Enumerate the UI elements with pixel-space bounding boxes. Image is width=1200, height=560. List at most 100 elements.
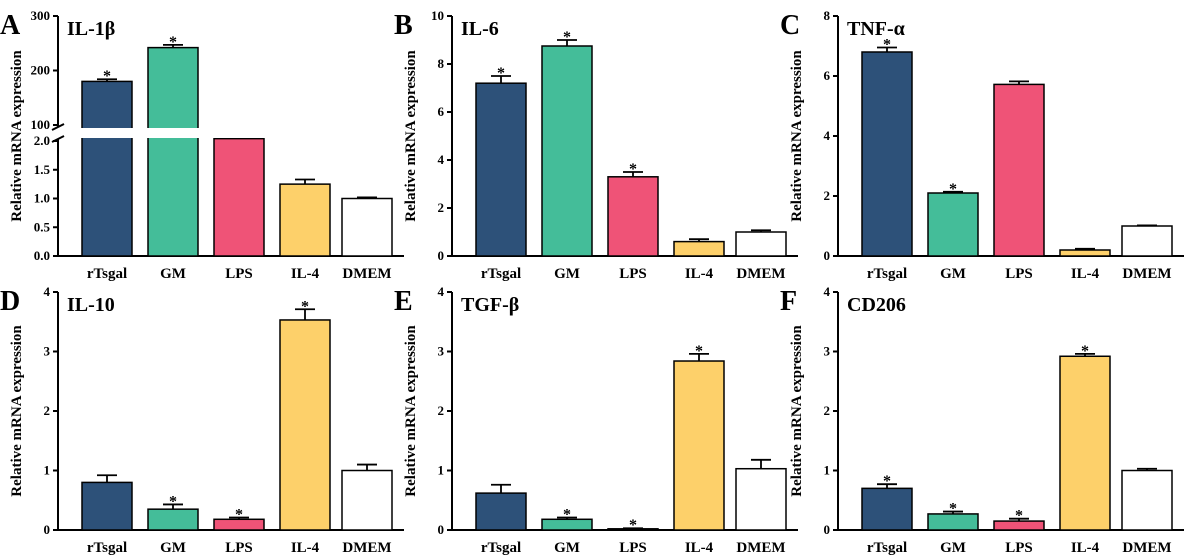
panel-letter: D	[0, 286, 20, 317]
y-tick-label: 2	[438, 200, 445, 215]
y-tick-label: 10	[431, 8, 444, 23]
y-tick-label: 2.0	[34, 133, 50, 148]
significance-marker: *	[1081, 343, 1089, 360]
x-tick-label: rTsgal	[87, 266, 127, 282]
x-tick-label: DMEM	[1122, 540, 1171, 556]
axis-break-mark	[51, 123, 65, 131]
y-tick-label: 4	[44, 284, 51, 299]
bar-gm	[927, 192, 979, 257]
x-tick-label: LPS	[1005, 540, 1033, 556]
y-tick-label: 3	[438, 344, 445, 359]
x-tick-label: IL-4	[685, 266, 714, 282]
chart-title: IL-10	[67, 294, 115, 316]
bar-rtsgal	[861, 487, 913, 531]
bar-dmem	[1121, 225, 1173, 257]
significance-marker: *	[883, 473, 891, 490]
significance-marker: *	[695, 343, 703, 360]
y-tick-label: 2	[438, 403, 445, 418]
significance-marker: *	[949, 181, 957, 198]
chart-title: TGF-β	[461, 294, 519, 316]
panel-letter: F	[780, 286, 797, 317]
significance-marker: *	[235, 507, 243, 524]
y-tick-label: 3	[824, 344, 831, 359]
bar-lps	[213, 137, 265, 257]
x-tick-label: GM	[160, 266, 186, 282]
x-tick-label: GM	[554, 540, 580, 556]
x-tick-label: GM	[940, 540, 966, 556]
bar-rtsgal	[475, 492, 527, 531]
x-tick-label: DMEM	[342, 540, 391, 556]
panel-letter: B	[394, 10, 413, 41]
y-axis-label: Relative mRNA expression	[9, 325, 25, 497]
y-tick-label: 1.5	[34, 162, 51, 177]
y-tick-label: 1	[44, 463, 51, 478]
x-tick-label: rTsgal	[481, 540, 521, 556]
panel-letter: A	[0, 10, 21, 41]
bar-gm	[147, 46, 199, 257]
y-tick-label: 0	[824, 248, 831, 263]
x-tick-label: GM	[160, 540, 186, 556]
bar-lps	[607, 176, 659, 257]
x-tick-label: rTsgal	[481, 266, 521, 282]
y-tick-label: 100	[31, 117, 51, 132]
x-tick-label: LPS	[225, 540, 253, 556]
bar-dmem	[341, 469, 393, 531]
significance-marker: *	[563, 29, 571, 46]
x-tick-label: rTsgal	[867, 266, 907, 282]
panel-letter: C	[780, 10, 800, 41]
x-tick-label: LPS	[619, 540, 647, 556]
chart-title: IL-1β	[67, 18, 115, 40]
chart-panel-e: E TGF-β Relative mRNA expression 0 1 2 3 4 rTsga…	[394, 284, 798, 556]
panel-letter: E	[394, 286, 413, 317]
bar-il-4	[1059, 249, 1111, 257]
x-tick-label: rTsgal	[87, 540, 127, 556]
y-tick-label: 1	[438, 463, 445, 478]
x-tick-label: LPS	[225, 266, 253, 282]
x-tick-label: DMEM	[1122, 266, 1171, 282]
significance-marker: *	[301, 298, 309, 315]
y-tick-label: 300	[31, 8, 51, 23]
significance-marker: *	[949, 501, 957, 518]
bar-il-4	[673, 360, 725, 531]
y-tick-label: 0	[824, 522, 831, 537]
x-tick-label: rTsgal	[867, 540, 907, 556]
significance-marker: *	[1015, 508, 1023, 525]
bar-rtsgal	[81, 80, 133, 257]
bar-dmem	[735, 467, 787, 531]
x-tick-label: LPS	[1005, 266, 1033, 282]
y-axis-label: Relative mRNA expression	[789, 325, 805, 497]
x-tick-label: DMEM	[736, 266, 785, 282]
y-tick-label: 2	[824, 403, 831, 418]
significance-marker: *	[103, 68, 111, 85]
y-tick-label: 4	[824, 128, 831, 143]
y-tick-label: 4	[438, 152, 445, 167]
significance-marker: *	[497, 65, 505, 82]
x-tick-label: GM	[554, 266, 580, 282]
chart-title: CD206	[847, 294, 906, 316]
y-tick-label: 4	[824, 284, 831, 299]
y-axis-label: Relative mRNA expression	[9, 50, 25, 222]
x-tick-label: DMEM	[736, 540, 785, 556]
bar-dmem	[1121, 469, 1173, 531]
x-tick-label: IL-4	[1071, 540, 1100, 556]
x-tick-label: LPS	[619, 266, 647, 282]
y-axis-label: Relative mRNA expression	[789, 50, 805, 222]
y-tick-label: 200	[31, 63, 51, 78]
bar-dmem	[341, 197, 393, 257]
y-tick-label: 0.0	[34, 248, 50, 263]
y-tick-label: 0.5	[34, 219, 51, 234]
significance-marker: *	[169, 493, 177, 510]
chart-panel-f: F CD206 Relative mRNA expression 0 1 2 3 4 * rTsg…	[780, 284, 1184, 556]
bar-lps	[993, 83, 1045, 257]
y-tick-label: 0	[44, 522, 51, 537]
bar-il-4	[279, 183, 331, 257]
significance-marker: *	[169, 34, 177, 51]
bar-il-4	[1059, 355, 1111, 531]
chart-title: IL-6	[461, 18, 499, 40]
bar-gm	[147, 508, 199, 531]
y-tick-label: 2	[44, 403, 51, 418]
chart-panel-c: C TNF-α Relative mRNA expression 0 2 4 6 8 * rTsg…	[780, 8, 1184, 282]
bar-il-4	[279, 319, 331, 531]
significance-marker: *	[883, 37, 891, 54]
bar-rtsgal	[81, 481, 133, 531]
